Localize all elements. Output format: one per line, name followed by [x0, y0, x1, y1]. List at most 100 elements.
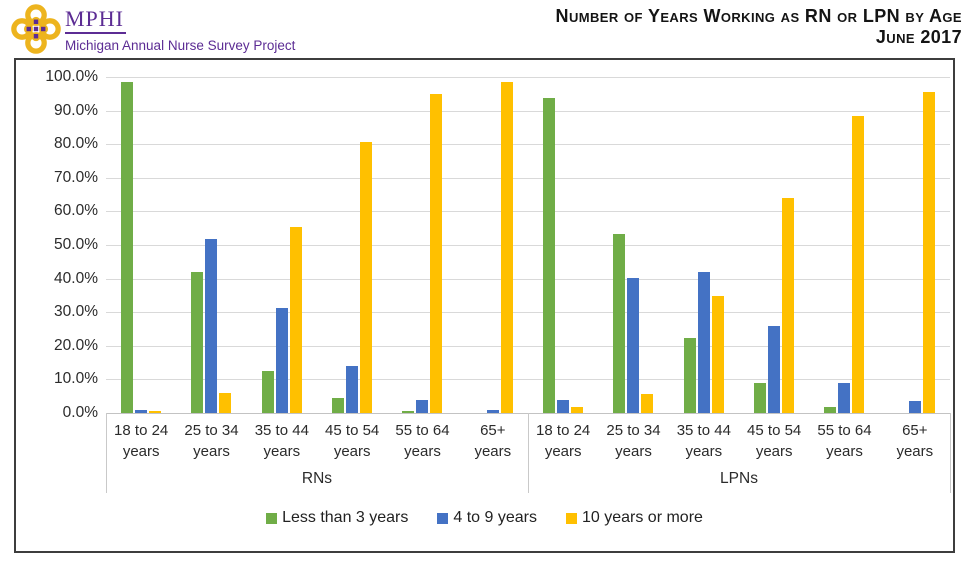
- logo-acronym: MPHI: [65, 8, 127, 34]
- gridline-10-0: [106, 379, 950, 381]
- y-tick-label: 40.0%: [54, 269, 98, 287]
- chart-frame: 0.0% 10.0% 20.0% 30.0% 40.0% 50.0% 60.0% 70.0% 8…: [14, 58, 955, 553]
- bar-lpns-55-to-64-4-to-9-years: [838, 383, 851, 413]
- category-divider: [528, 413, 529, 493]
- bar-lpns-25-to-34-less-than-3-years: [613, 234, 626, 413]
- legend-item-4-to-9-years: 4 to 9 years: [437, 509, 537, 527]
- logo-subtitle: Michigan Annual Nurse Survey Project: [65, 38, 296, 53]
- legend-label: Less than 3 years: [282, 509, 409, 526]
- legend-label: 10 years or more: [581, 509, 703, 526]
- bar-rns-45-to-54-10-years-or-more: [360, 142, 373, 413]
- mphi-logo: MPHI Michigan Annual Nurse Survey Projec…: [10, 2, 295, 56]
- legend-item-10-years-or-more: 10 years or more: [565, 509, 703, 527]
- category-divider: [106, 413, 107, 493]
- legend-label: 4 to 9 years: [453, 509, 537, 526]
- gridline-90-0: [106, 110, 950, 112]
- bar-rns-35-to-44-10-years-or-more: [289, 227, 302, 413]
- bar-lpns-25-to-34-4-to-9-years: [627, 278, 640, 413]
- bar-lpns-45-to-54-4-to-9-years: [768, 326, 781, 413]
- logo-text: MPHI Michigan Annual Nurse Survey Projec…: [65, 2, 295, 53]
- x-category-label: 45 to 54 years: [747, 422, 802, 460]
- bar-rns-18-to-24-less-than-3-years: [121, 82, 134, 413]
- bar-lpns-18-to-24-10-years-or-more: [571, 407, 584, 413]
- bar-group-lpns-35-to-44: [669, 77, 739, 413]
- bar-group-lpns-65: [880, 77, 950, 413]
- bar-group-lpns-25-to-34: [598, 77, 668, 413]
- x-category-label: 65+ years: [474, 422, 512, 460]
- x-category-label: 35 to 44 years: [254, 422, 309, 460]
- bar-lpns-65-4-to-9-years: [908, 401, 921, 413]
- bar-group-rns-35-to-44: [247, 77, 317, 413]
- y-tick-label: 30.0%: [54, 303, 98, 321]
- bar-group-rns-25-to-34: [176, 77, 246, 413]
- bar-rns-25-to-34-10-years-or-more: [219, 393, 232, 413]
- category-divider: [950, 413, 951, 493]
- bar-rns-55-to-64-10-years-or-more: [430, 94, 443, 413]
- bar-lpns-45-to-54-10-years-or-more: [782, 198, 795, 413]
- bar-group-rns-45-to-54: [317, 77, 387, 413]
- title-line1: Number of Years Working as RN or LPN by …: [555, 6, 962, 26]
- gridline-20-0: [106, 345, 950, 347]
- mphi-knot-icon: [11, 4, 61, 54]
- bar-rns-35-to-44-4-to-9-years: [275, 308, 288, 413]
- x-category-label: 45 to 54 years: [325, 422, 380, 460]
- bar-lpns-35-to-44-4-to-9-years: [697, 272, 710, 413]
- y-tick-label: 10.0%: [54, 370, 98, 388]
- x-category-label: 25 to 34 years: [606, 422, 661, 460]
- bar-group-rns-18-to-24: [106, 77, 176, 413]
- bar-lpns-35-to-44-10-years-or-more: [711, 296, 724, 413]
- bar-group-rns-65: [458, 77, 528, 413]
- x-category-label: 18 to 24 years: [536, 422, 591, 460]
- y-tick-label: 60.0%: [54, 202, 98, 220]
- y-tick-label: 50.0%: [54, 236, 98, 253]
- bar-lpns-45-to-54-less-than-3-years: [754, 383, 767, 413]
- x-category-label: 55 to 64 years: [817, 422, 872, 460]
- legend: Less than 3 years 4 to 9 years 10 years or…: [16, 509, 953, 527]
- legend-item-less-than-3-years: Less than 3 years: [266, 509, 408, 527]
- bar-rns-45-to-54-less-than-3-years: [332, 398, 345, 413]
- bar-rns-18-to-24-10-years-or-more: [149, 411, 162, 413]
- y-tick-label: 80.0%: [54, 135, 98, 153]
- bar-rns-45-to-54-4-to-9-years: [346, 366, 359, 413]
- bar-lpns-18-to-24-4-to-9-years: [557, 400, 570, 413]
- legend-swatch-10-years-or-more: [565, 512, 577, 524]
- x-category-label: 65+ years: [896, 422, 934, 460]
- x-category-label: 18 to 24 years: [114, 422, 169, 460]
- bar-lpns-55-to-64-10-years-or-more: [852, 116, 865, 413]
- bar-lpns-18-to-24-less-than-3-years: [543, 98, 556, 413]
- y-tick-label: 100.0%: [45, 68, 98, 85]
- bar-lpns-25-to-34-10-years-or-more: [641, 394, 654, 413]
- y-tick-label: 0.0%: [62, 404, 98, 421]
- gridline-70-0: [106, 177, 950, 179]
- gridline-100-0: [106, 77, 950, 78]
- bar-rns-25-to-34-4-to-9-years: [205, 239, 218, 413]
- chart-area: 0.0% 10.0% 20.0% 30.0% 40.0% 50.0% 60.0% 70.0% 8…: [16, 60, 953, 551]
- x-category-label: 55 to 64 years: [395, 422, 450, 460]
- bar-rns-55-to-64-less-than-3-years: [402, 411, 415, 413]
- bar-lpns-65-10-years-or-more: [922, 92, 935, 413]
- page-title: Number of Years Working as RN or LPN by …: [556, 6, 962, 48]
- x-category-label: 25 to 34 years: [184, 422, 239, 460]
- y-tick-label: 90.0%: [54, 101, 98, 119]
- gridline-30-0: [106, 312, 950, 314]
- bar-group-lpns-55-to-64: [809, 77, 879, 413]
- gridline-80-0: [106, 144, 950, 146]
- gridline-50-0: [106, 245, 950, 246]
- title-line2: June 2017: [875, 27, 962, 47]
- bar-rns-25-to-34-less-than-3-years: [191, 272, 204, 413]
- bar-rns-65-10-years-or-more: [500, 82, 513, 413]
- bar-rns-18-to-24-4-to-9-years: [135, 410, 148, 413]
- bar-rns-55-to-64-4-to-9-years: [416, 400, 429, 413]
- bar-lpns-35-to-44-less-than-3-years: [683, 338, 696, 413]
- y-tick-label: 20.0%: [54, 336, 98, 354]
- legend-swatch-less-than-3-years: [266, 512, 278, 524]
- group-label-lpns: LPNs: [720, 470, 758, 487]
- group-label-rns: RNs: [301, 470, 333, 487]
- x-category-label: 35 to 44 years: [676, 422, 731, 460]
- bar-rns-35-to-44-less-than-3-years: [261, 371, 274, 413]
- bar-group-lpns-18-to-24: [528, 77, 598, 413]
- legend-swatch-4-to-9-years: [437, 512, 449, 524]
- bar-group-lpns-45-to-54: [739, 77, 809, 413]
- gridline-60-0: [106, 211, 950, 213]
